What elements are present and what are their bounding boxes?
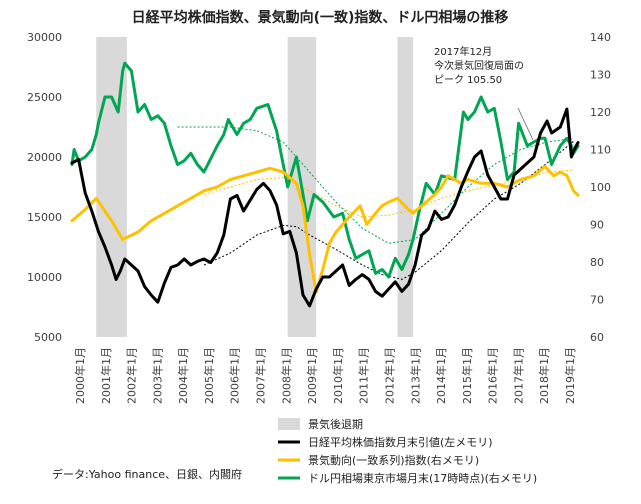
left-tick-label: 20000 <box>27 151 62 164</box>
x-tick-label: 2019年1月 <box>563 347 577 404</box>
right-tick-label: 120 <box>590 106 611 119</box>
x-tick-label: 2012年1月 <box>382 347 396 404</box>
x-tick-label: 2014年1月 <box>434 347 448 404</box>
right-tick-label: 60 <box>590 331 604 344</box>
right-tick-label: 110 <box>590 144 611 157</box>
annotation-line-3: ピーク 105.50 <box>434 74 502 86</box>
series-line-2 <box>70 164 580 294</box>
x-tick-label: 2011年1月 <box>357 347 371 404</box>
x-tick-label: 2017年1月 <box>511 347 525 404</box>
series-line-3 <box>70 61 580 279</box>
annotation-line-2: 今次景気回復局面の <box>434 59 524 72</box>
x-tick-label: 2005年1月 <box>202 347 216 404</box>
x-tick-label: 2016年1月 <box>486 347 500 404</box>
annotation: 2017年12月 今次景気回復局面の ピーク 105.50 <box>434 45 534 141</box>
x-axis: 2000年1月 2001年1月 2002年1月 2003年1月 2004年1月 2005年… <box>73 347 577 404</box>
legend-label-recession: 景気後退期 <box>308 417 363 431</box>
right-tick-label: 100 <box>590 181 611 194</box>
x-tick-label: 2000年1月 <box>73 347 87 404</box>
x-tick-label: 2009年1月 <box>305 347 319 404</box>
annotation-leader-line <box>517 107 534 141</box>
x-tick-label: 2010年1月 <box>331 347 345 404</box>
x-tick-label: 2001年1月 <box>99 347 113 404</box>
left-y-axis: 5000 10000 15000 20000 25000 30000 <box>27 31 62 344</box>
data-source: データ:Yahoo finance、日銀、内閣府 <box>52 467 242 481</box>
x-tick-label: 2013年1月 <box>408 347 422 404</box>
right-tick-label: 80 <box>590 256 604 269</box>
right-tick-label: 130 <box>590 69 611 82</box>
right-tick-label: 70 <box>590 294 604 307</box>
right-tick-label: 90 <box>590 219 604 232</box>
x-tick-label: 2015年1月 <box>460 347 474 404</box>
left-tick-label: 10000 <box>27 271 62 284</box>
legend-label-usdjpy: ドル円相場東京市場月末(17時時点)(右メモリ) <box>308 471 537 485</box>
right-y-axis: 60 70 80 90 100 110 120 130 140 <box>590 31 611 344</box>
legend-swatch-recession <box>278 418 300 430</box>
left-tick-label: 25000 <box>27 91 62 104</box>
x-tick-label: 2002年1月 <box>125 347 139 404</box>
trendline-usdjpy <box>177 126 574 244</box>
recession-band-3 <box>397 37 414 337</box>
legend-label-ci: 景気動向(一致系列)指数(右メモリ) <box>308 453 479 467</box>
annotation-line-1: 2017年12月 <box>434 45 492 58</box>
right-tick-label: 140 <box>590 31 611 44</box>
left-tick-label: 5000 <box>34 331 62 344</box>
chart-title: 日経平均株価指数、景気動向(一致)指数、ドル円相場の推移 <box>132 9 509 26</box>
x-tick-label: 2007年1月 <box>254 347 268 404</box>
data-series <box>70 61 580 308</box>
x-tick-label: 2004年1月 <box>176 347 190 404</box>
series-line-1 <box>70 107 580 308</box>
trendline-ci <box>203 169 574 218</box>
x-tick-label: 2018年1月 <box>537 347 551 404</box>
x-tick-label: 2008年1月 <box>279 347 293 404</box>
trendline-nikkei <box>203 141 574 280</box>
recession-bands <box>96 37 414 337</box>
left-tick-label: 15000 <box>27 211 62 224</box>
trendlines <box>177 126 574 280</box>
legend-label-nikkei: 日経平均株価指数月末引値(左メモリ) <box>308 435 493 449</box>
left-tick-label: 30000 <box>27 31 62 44</box>
x-tick-label: 2006年1月 <box>228 347 242 404</box>
x-tick-label: 2003年1月 <box>150 347 164 404</box>
